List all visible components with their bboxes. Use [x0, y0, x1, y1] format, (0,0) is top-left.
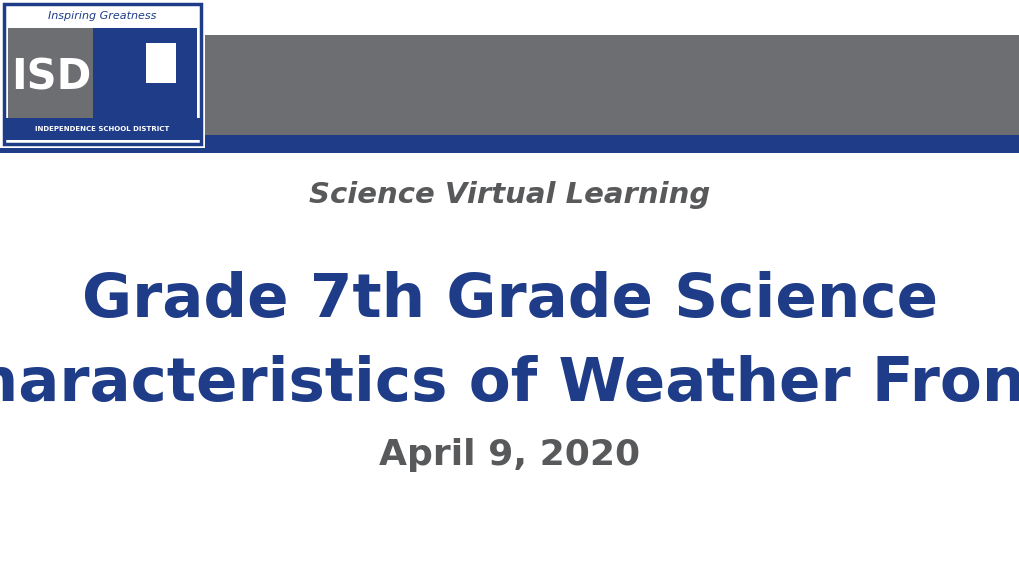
Text: Grade 7th Grade Science: Grade 7th Grade Science — [82, 270, 937, 329]
Text: Science Virtual Learning: Science Virtual Learning — [309, 181, 710, 209]
Text: INDEPENDENCE SCHOOL DISTRICT: INDEPENDENCE SCHOOL DISTRICT — [36, 126, 169, 132]
Bar — [146, 43, 176, 83]
Bar — [4, 118, 201, 140]
Text: Inspiring Greatness: Inspiring Greatness — [48, 11, 157, 21]
Bar — [4, 4, 201, 144]
Bar — [8, 28, 197, 128]
Bar — [0, 0, 205, 148]
Text: ISD: ISD — [11, 57, 92, 99]
Text: Characteristics of Weather Fronts: Characteristics of Weather Fronts — [0, 355, 1019, 414]
Bar — [0, 35, 1019, 135]
Bar — [93, 28, 197, 128]
Text: April 9, 2020: April 9, 2020 — [379, 438, 640, 472]
Bar — [0, 135, 1019, 153]
